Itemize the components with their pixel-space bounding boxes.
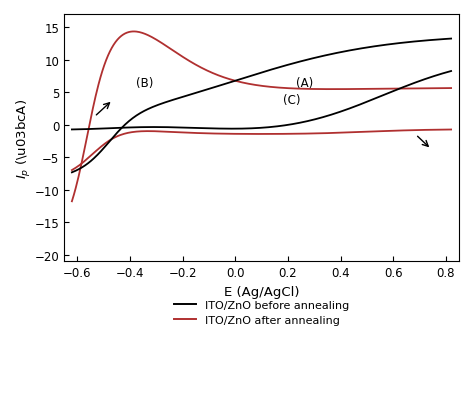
Y-axis label: $I_p$ (\u03bcA): $I_p$ (\u03bcA) bbox=[15, 98, 33, 178]
Text: (B): (B) bbox=[136, 77, 153, 90]
X-axis label: E (Ag/AgCl): E (Ag/AgCl) bbox=[224, 285, 299, 298]
Legend: ITO/ZnO before annealing, ITO/ZnO after annealing: ITO/ZnO before annealing, ITO/ZnO after … bbox=[169, 296, 354, 330]
Text: (C): (C) bbox=[283, 94, 301, 107]
Text: (A): (A) bbox=[296, 77, 314, 90]
